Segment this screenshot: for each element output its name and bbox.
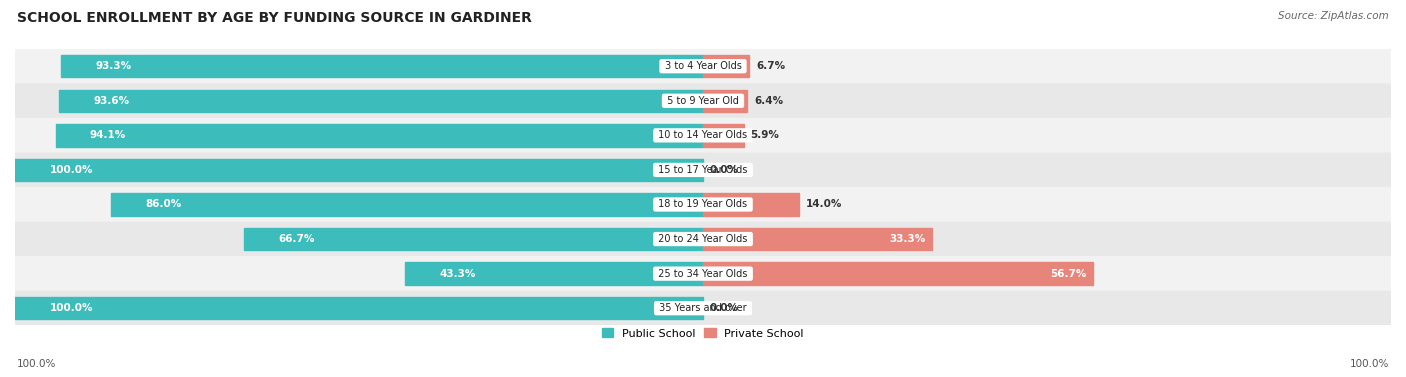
FancyBboxPatch shape — [15, 49, 1391, 84]
FancyBboxPatch shape — [15, 222, 1391, 256]
Bar — [111, 193, 703, 216]
Bar — [56, 124, 703, 147]
FancyBboxPatch shape — [15, 187, 1391, 222]
Text: 100.0%: 100.0% — [49, 303, 93, 313]
Bar — [59, 90, 703, 112]
Text: 5 to 9 Year Old: 5 to 9 Year Old — [664, 96, 742, 106]
Bar — [15, 297, 703, 319]
Text: 66.7%: 66.7% — [278, 234, 315, 244]
Text: 6.4%: 6.4% — [754, 96, 783, 106]
Text: 3 to 4 Year Olds: 3 to 4 Year Olds — [661, 61, 745, 71]
Bar — [703, 55, 749, 77]
Text: 14.0%: 14.0% — [806, 199, 842, 210]
FancyBboxPatch shape — [15, 152, 1391, 187]
Text: 93.6%: 93.6% — [93, 96, 129, 106]
FancyBboxPatch shape — [15, 118, 1391, 153]
Text: 6.7%: 6.7% — [756, 61, 785, 71]
Text: 15 to 17 Year Olds: 15 to 17 Year Olds — [655, 165, 751, 175]
Bar — [405, 262, 703, 285]
Text: 93.3%: 93.3% — [96, 61, 132, 71]
Text: 100.0%: 100.0% — [17, 359, 56, 369]
Text: 100.0%: 100.0% — [1350, 359, 1389, 369]
Text: 0.0%: 0.0% — [710, 303, 740, 313]
Text: Source: ZipAtlas.com: Source: ZipAtlas.com — [1278, 11, 1389, 21]
Bar — [703, 262, 1092, 285]
Bar — [703, 193, 800, 216]
Bar — [703, 90, 747, 112]
Text: 56.7%: 56.7% — [1050, 269, 1087, 279]
Bar — [245, 228, 703, 250]
FancyBboxPatch shape — [15, 83, 1391, 118]
Text: 100.0%: 100.0% — [49, 165, 93, 175]
Text: 25 to 34 Year Olds: 25 to 34 Year Olds — [655, 269, 751, 279]
Text: 43.3%: 43.3% — [440, 269, 475, 279]
FancyBboxPatch shape — [15, 291, 1391, 326]
Bar — [15, 159, 703, 181]
Text: 18 to 19 Year Olds: 18 to 19 Year Olds — [655, 199, 751, 210]
Bar — [703, 228, 932, 250]
Bar — [60, 55, 703, 77]
Text: 33.3%: 33.3% — [889, 234, 925, 244]
Text: 20 to 24 Year Olds: 20 to 24 Year Olds — [655, 234, 751, 244]
FancyBboxPatch shape — [15, 256, 1391, 291]
Text: 5.9%: 5.9% — [751, 130, 779, 140]
Text: 86.0%: 86.0% — [146, 199, 181, 210]
Text: 94.1%: 94.1% — [90, 130, 127, 140]
Text: 10 to 14 Year Olds: 10 to 14 Year Olds — [655, 130, 751, 140]
Text: 35 Years and over: 35 Years and over — [657, 303, 749, 313]
Bar — [703, 124, 744, 147]
Legend: Public School, Private School: Public School, Private School — [599, 325, 807, 342]
Text: SCHOOL ENROLLMENT BY AGE BY FUNDING SOURCE IN GARDINER: SCHOOL ENROLLMENT BY AGE BY FUNDING SOUR… — [17, 11, 531, 25]
Text: 0.0%: 0.0% — [710, 165, 740, 175]
